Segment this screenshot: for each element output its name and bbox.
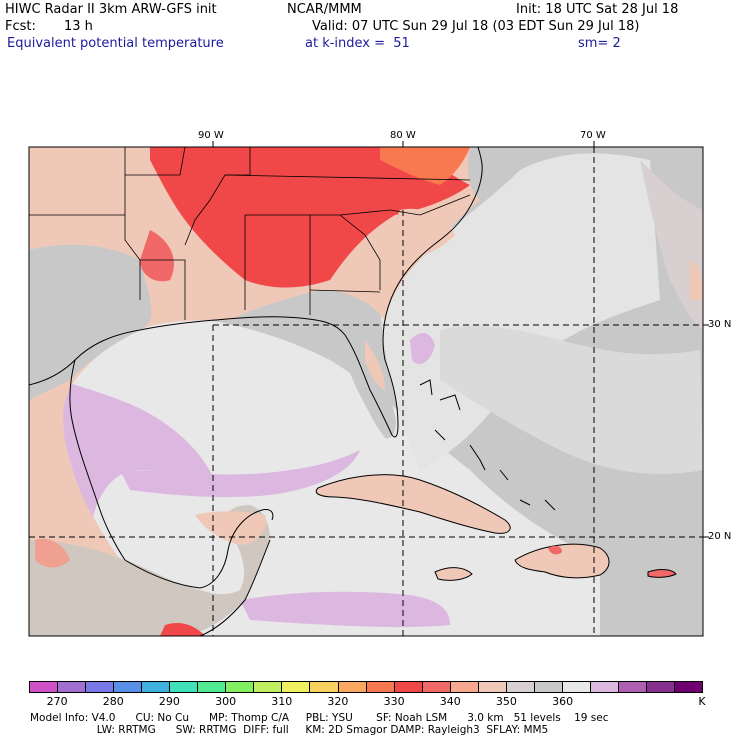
color-swatch	[254, 682, 283, 692]
color-swatch	[114, 682, 143, 692]
color-swatch	[142, 682, 171, 692]
louisiana-salmon-area	[140, 230, 174, 282]
color-scale-tick: 320	[327, 695, 349, 708]
color-swatch	[30, 682, 59, 692]
mid-atlantic-orange-area	[380, 147, 470, 185]
carolina-peach-area	[393, 208, 455, 259]
jamaica-island	[434, 567, 473, 581]
field-name: Equivalent potential temperature	[7, 36, 224, 51]
mexico-land	[29, 505, 270, 636]
color-swatch	[562, 682, 591, 692]
color-swatch	[478, 682, 507, 692]
gulf-lavender-area	[60, 380, 215, 530]
forecast-hour: 13 h	[64, 19, 93, 34]
florida-peninsula	[340, 315, 396, 439]
color-swatch	[618, 682, 648, 692]
color-swatch	[422, 682, 451, 692]
color-scale-tick: 290	[158, 695, 180, 708]
color-scale-tick: 310	[271, 695, 293, 708]
us-coastline	[29, 147, 483, 438]
texas-gray-area	[29, 244, 152, 400]
central-america-red-area	[160, 623, 205, 636]
lat-label-30n: 30 N	[708, 319, 732, 330]
mexico-gulf-coastline	[69, 359, 126, 561]
state-borders	[29, 147, 471, 320]
color-scale-tick: 330	[383, 695, 405, 708]
map-tick-marks	[212, 141, 709, 538]
yucatan-coastline	[124, 509, 274, 589]
puerto-rico-island	[647, 569, 677, 578]
color-scale-tick: 270	[46, 695, 68, 708]
color-scale-tick: 280	[102, 695, 124, 708]
gulf-lavender-band	[120, 450, 360, 498]
caribbean-lavender-area	[240, 591, 450, 628]
hispaniola-island	[514, 543, 610, 579]
bahamas-islands	[419, 379, 556, 511]
color-swatch	[590, 682, 619, 692]
color-swatch	[647, 682, 676, 692]
color-swatch	[534, 682, 563, 692]
color-swatch	[282, 682, 311, 692]
color-swatch	[450, 682, 479, 692]
lat-lon-grid	[29, 147, 703, 636]
color-scale-bar	[29, 681, 703, 693]
level-label: at k-index = 51	[305, 36, 410, 51]
init-time: Init: 18 UTC Sat 28 Jul 18	[516, 2, 679, 17]
model-info-line1: Model Info: V4.0 CU: No Cu MP: Thomp C/A…	[30, 712, 609, 724]
florida-peach-area	[365, 340, 385, 390]
model-info-line2: LW: RRTMG SW: RRTMG DIFF: full KM: 2D Sm…	[30, 724, 549, 736]
color-swatch	[170, 682, 199, 692]
valid-time: Valid: 07 UTC Sun 29 Jul 18 (03 EDT Sun …	[312, 19, 640, 34]
color-swatch	[198, 682, 227, 692]
east-atlantic-area	[640, 160, 703, 330]
color-swatch	[58, 682, 87, 692]
color-swatch	[506, 682, 535, 692]
mexico-salmon-area	[35, 538, 70, 568]
color-swatch	[366, 682, 395, 692]
color-scale-unit: K	[698, 695, 706, 708]
lavender-patch	[410, 333, 435, 365]
lon-label-80w: 80 W	[390, 130, 416, 141]
hispaniola-salmon-area	[548, 545, 562, 555]
smoothing-label: sm= 2	[578, 36, 621, 51]
color-scale-tick: 350	[495, 695, 517, 708]
model-title: HIWC Radar II 3km ARW-GFS init	[5, 2, 217, 17]
belize-coastline	[199, 539, 271, 636]
bermuda-peach-area	[690, 260, 703, 300]
lon-label-90w: 90 W	[198, 130, 224, 141]
color-swatch	[86, 682, 115, 692]
color-scale-tick: 300	[215, 695, 237, 708]
color-scale-tick: 340	[439, 695, 461, 708]
color-swatch	[394, 682, 423, 692]
lat-label-20n: 20 N	[708, 531, 732, 542]
color-swatch	[338, 682, 367, 692]
atlantic-mid-area	[440, 325, 703, 474]
color-scale-tick: 360	[552, 695, 574, 708]
color-swatch	[226, 682, 255, 692]
cuba-island	[315, 474, 511, 534]
forecast-label: Fcst:	[5, 19, 36, 34]
color-swatch	[675, 682, 703, 692]
lon-label-70w: 70 W	[580, 130, 606, 141]
org-label: NCAR/MMM	[287, 2, 362, 17]
color-swatch	[310, 682, 339, 692]
map-frame	[28, 146, 704, 637]
